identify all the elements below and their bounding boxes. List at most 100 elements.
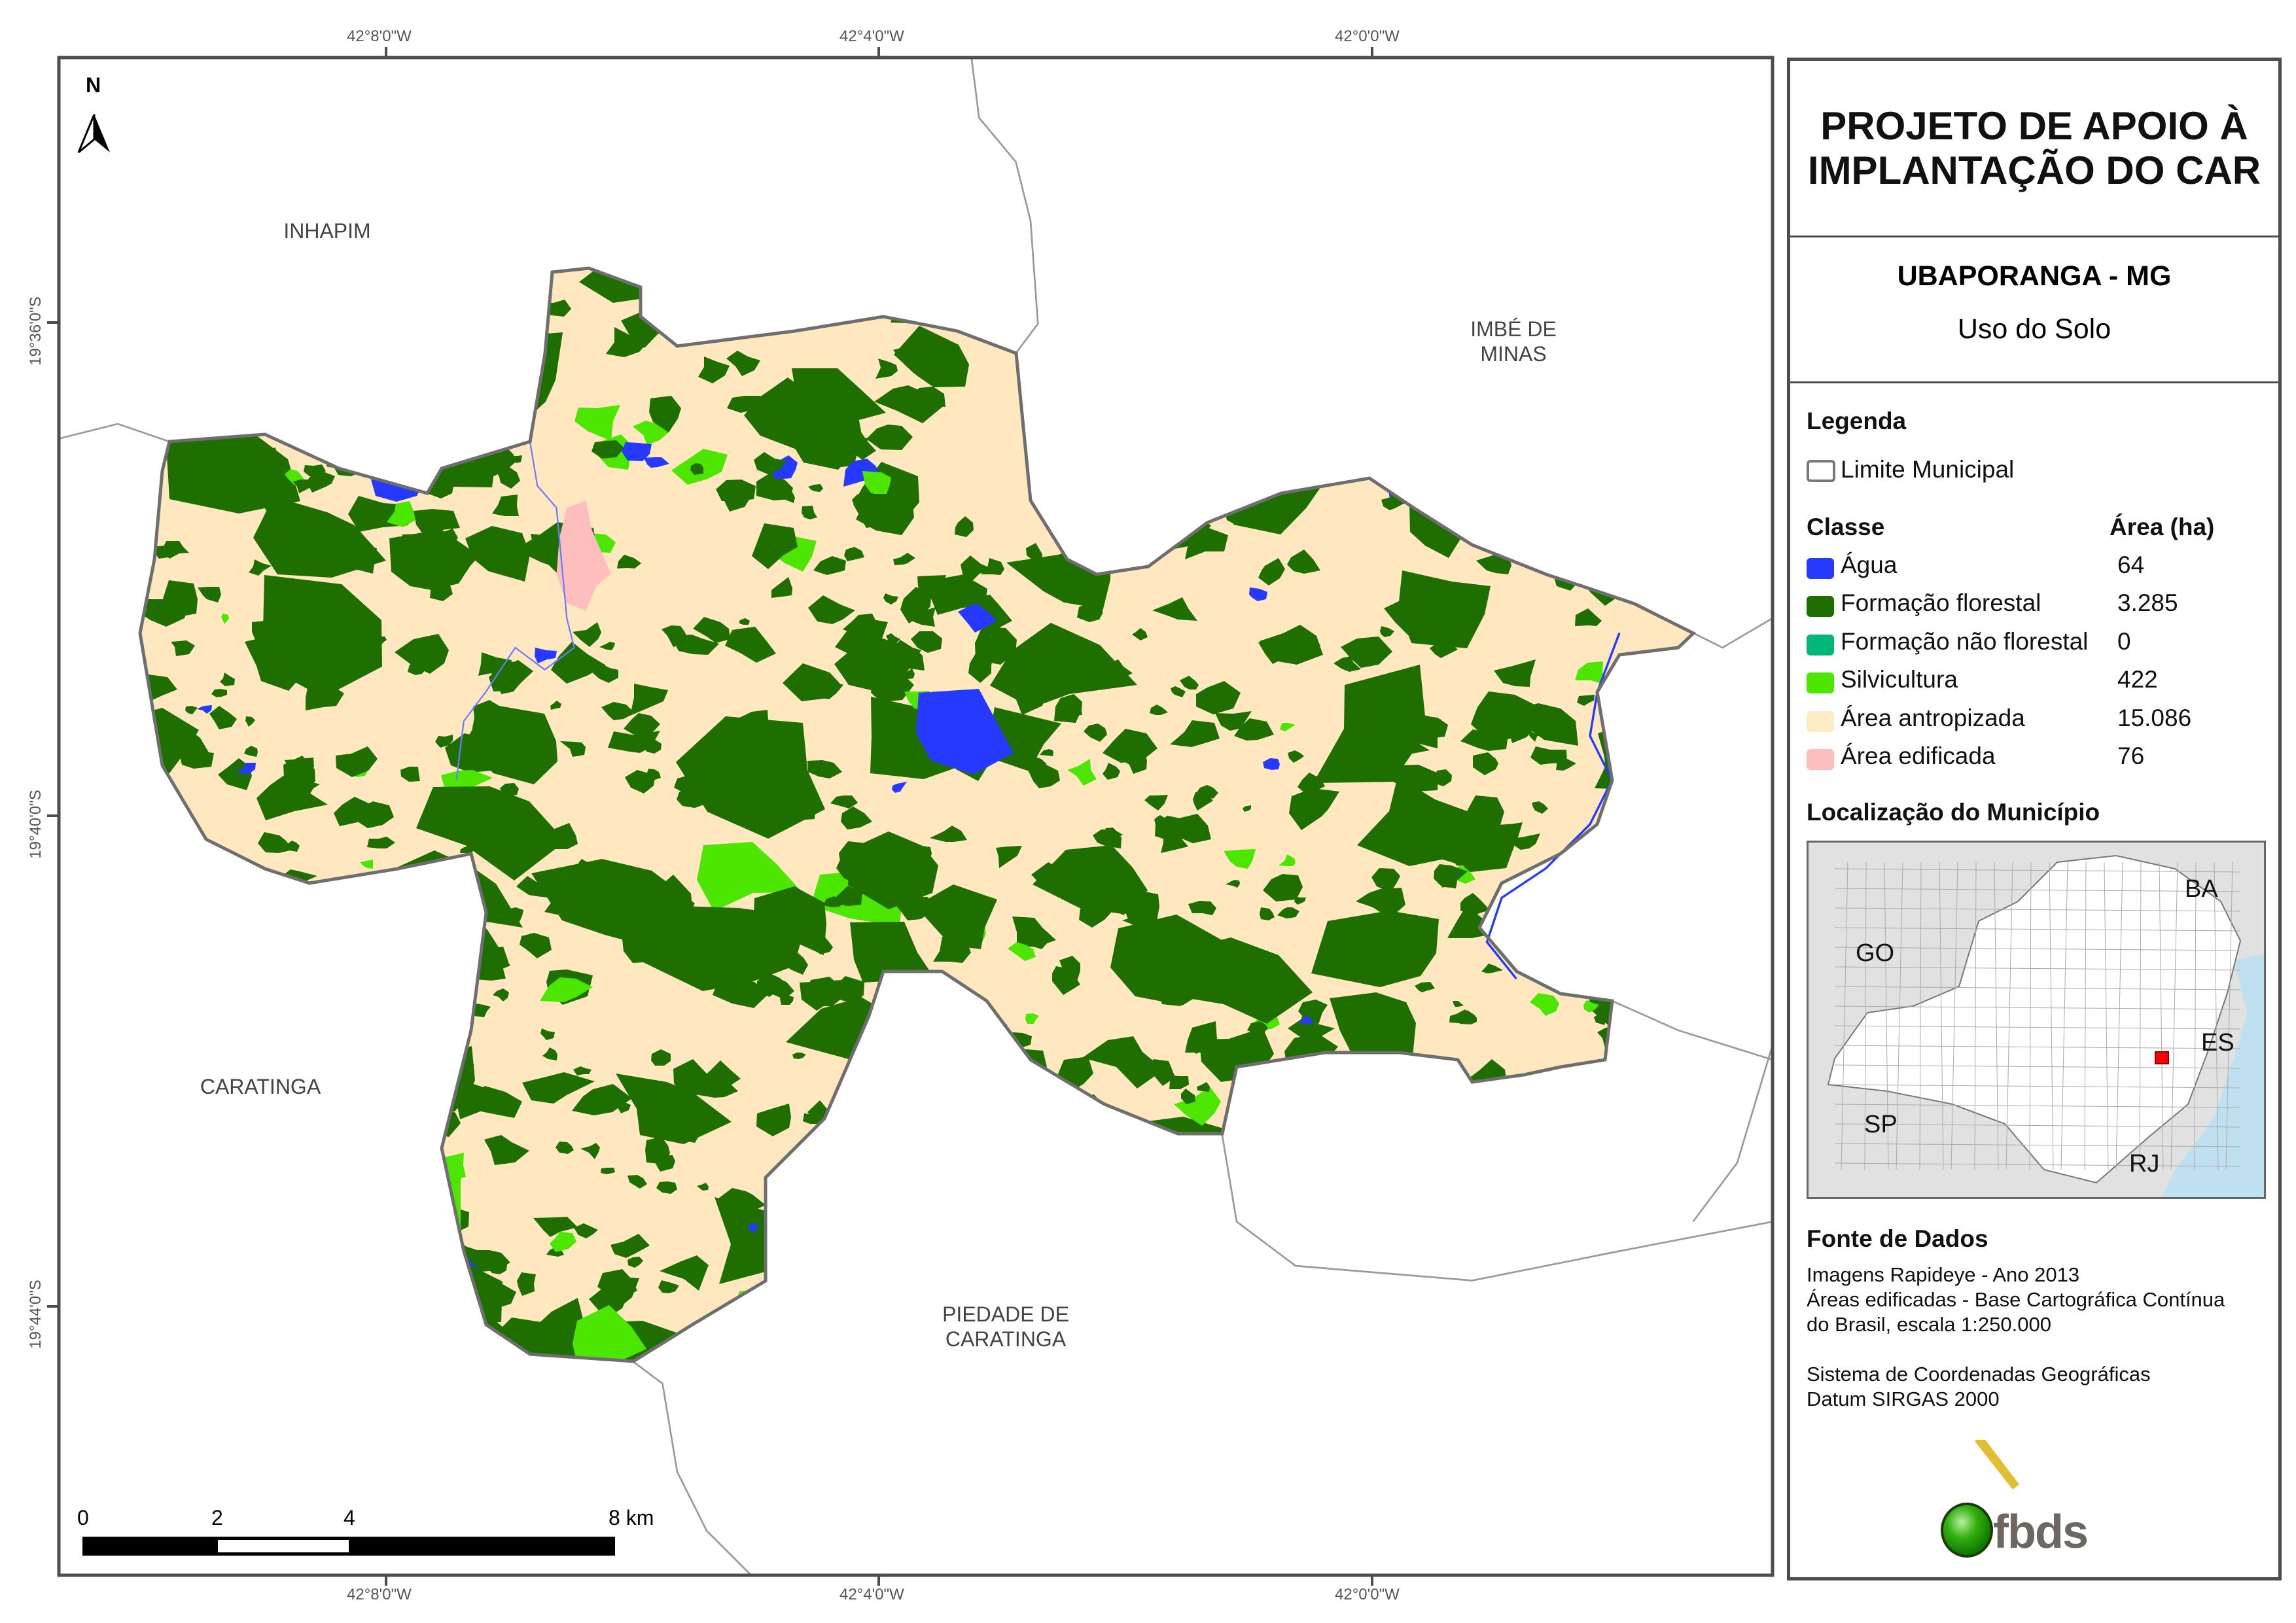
land-cover-patch	[1152, 597, 1197, 621]
land-cover-patch	[147, 268, 170, 285]
land-cover-patch	[1470, 1332, 1494, 1350]
land-cover-patch	[1678, 480, 1693, 497]
river	[455, 441, 575, 780]
land-cover-patch	[1180, 478, 1209, 500]
land-cover-patch	[281, 423, 294, 433]
land-cover-patch	[1530, 993, 1559, 1016]
land-cover-patch	[1517, 1319, 1561, 1341]
land-cover-patch	[609, 1092, 626, 1109]
land-cover-patch	[1169, 343, 1215, 369]
land-cover-patch	[1583, 1000, 1599, 1013]
land-cover-patch	[222, 981, 342, 1064]
land-cover-patch	[753, 886, 826, 955]
legend-class-area: 15.086	[2117, 705, 2192, 731]
land-cover-patch	[1667, 449, 1689, 466]
land-cover-patch	[1379, 1112, 1409, 1134]
land-cover-patch	[1301, 1017, 1313, 1024]
land-cover-patch	[408, 875, 419, 882]
land-cover-patch	[1611, 519, 1640, 536]
land-cover-patch	[1682, 288, 1693, 332]
land-cover-patch	[306, 968, 362, 1002]
land-cover-patch	[840, 1147, 887, 1171]
land-cover-patch	[925, 1036, 967, 1060]
land-cover-patch	[674, 774, 707, 794]
land-cover-patch	[1263, 758, 1280, 770]
land-cover-patch	[1025, 1089, 1056, 1111]
land-cover-patch	[1181, 1089, 1195, 1104]
land-cover-patch	[220, 672, 235, 686]
land-cover-patch	[429, 479, 453, 498]
land-cover-patch	[1647, 1249, 1691, 1287]
land-cover-patch	[383, 437, 435, 463]
land-cover-patch	[1357, 777, 1476, 866]
neighbor-piedade-de-caratinga: PIEDADE DE CARATINGA	[942, 1302, 1069, 1351]
land-cover-patch	[662, 625, 690, 647]
land-cover-patch	[493, 988, 509, 1002]
land-cover-patch	[342, 951, 375, 968]
map-subtitle: Uso do Solo	[1957, 313, 2111, 345]
land-cover-patch	[1247, 387, 1298, 423]
land-cover-patch	[1172, 937, 1313, 1024]
land-cover-patch	[1205, 444, 1248, 468]
legend-class-label: Formação não florestal	[1841, 628, 2089, 655]
land-cover-patch	[278, 928, 419, 992]
land-cover-patch	[1640, 655, 1693, 691]
land-cover-patch	[961, 286, 987, 302]
land-cover-patch	[627, 1257, 643, 1268]
land-cover-patch	[1652, 1338, 1693, 1361]
land-cover-patch	[140, 1321, 166, 1346]
land-cover-patch	[285, 913, 309, 940]
land-cover-patch	[478, 281, 514, 305]
legend-class-area: 64	[2117, 551, 2145, 578]
land-cover-patch	[770, 1191, 826, 1227]
land-cover-patch	[841, 807, 872, 829]
legend-class-label: Área edificada	[1841, 742, 1996, 769]
land-cover-patch	[1180, 676, 1199, 689]
land-cover-patch	[1496, 1096, 1522, 1109]
land-cover-patch	[1146, 1059, 1175, 1086]
land-cover-patch	[1612, 927, 1693, 987]
land-cover-patch	[1271, 1065, 1307, 1094]
land-cover-patch	[160, 920, 190, 947]
land-cover-patch	[617, 555, 641, 568]
land-cover-patch	[431, 268, 510, 314]
land-cover-patch	[1282, 1281, 1319, 1314]
neighbor-imbe-de-minas: IMBÉ DE MINAS	[1470, 317, 1557, 366]
land-cover-patch	[1506, 703, 1578, 746]
land-cover-patch	[1532, 1192, 1563, 1208]
land-cover-patch	[185, 955, 221, 977]
land-cover-patch	[1267, 1137, 1293, 1153]
land-cover-patch	[752, 523, 798, 569]
land-cover-patch	[843, 614, 877, 635]
land-cover-patch	[864, 1262, 881, 1276]
land-cover-patch	[264, 1022, 308, 1047]
legend-class-label: Área antropizada	[1841, 705, 2025, 731]
land-cover-patch	[1482, 1265, 1515, 1294]
land-cover-patch	[1627, 1140, 1661, 1166]
land-cover-patch	[1617, 899, 1654, 932]
land-cover-patch	[1371, 674, 1419, 706]
land-cover-patch	[913, 1040, 925, 1049]
land-cover-patch	[698, 357, 730, 383]
land-cover-patch	[862, 471, 891, 494]
land-cover-patch	[140, 1099, 162, 1119]
land-cover-patch	[370, 1134, 408, 1163]
inset-label-ba: BA	[2185, 875, 2218, 903]
land-cover-patch	[1086, 1231, 1097, 1238]
land-cover-patch	[239, 268, 258, 272]
land-cover-patch	[197, 705, 212, 714]
land-cover-patch	[1234, 718, 1274, 741]
land-cover-patch	[510, 455, 522, 463]
land-cover-patch	[1390, 1090, 1423, 1108]
land-cover-patch	[580, 1143, 600, 1159]
land-cover-patch	[195, 334, 235, 360]
land-cover-patch	[387, 501, 415, 527]
land-cover-patch	[1315, 1344, 1347, 1361]
land-cover-patch	[955, 516, 974, 537]
land-cover-patch	[394, 1282, 429, 1310]
land-cover-patch	[1400, 280, 1414, 294]
land-cover-patch	[1687, 321, 1693, 351]
land-cover-patch	[1190, 1168, 1228, 1194]
land-cover-patch	[1612, 398, 1639, 419]
